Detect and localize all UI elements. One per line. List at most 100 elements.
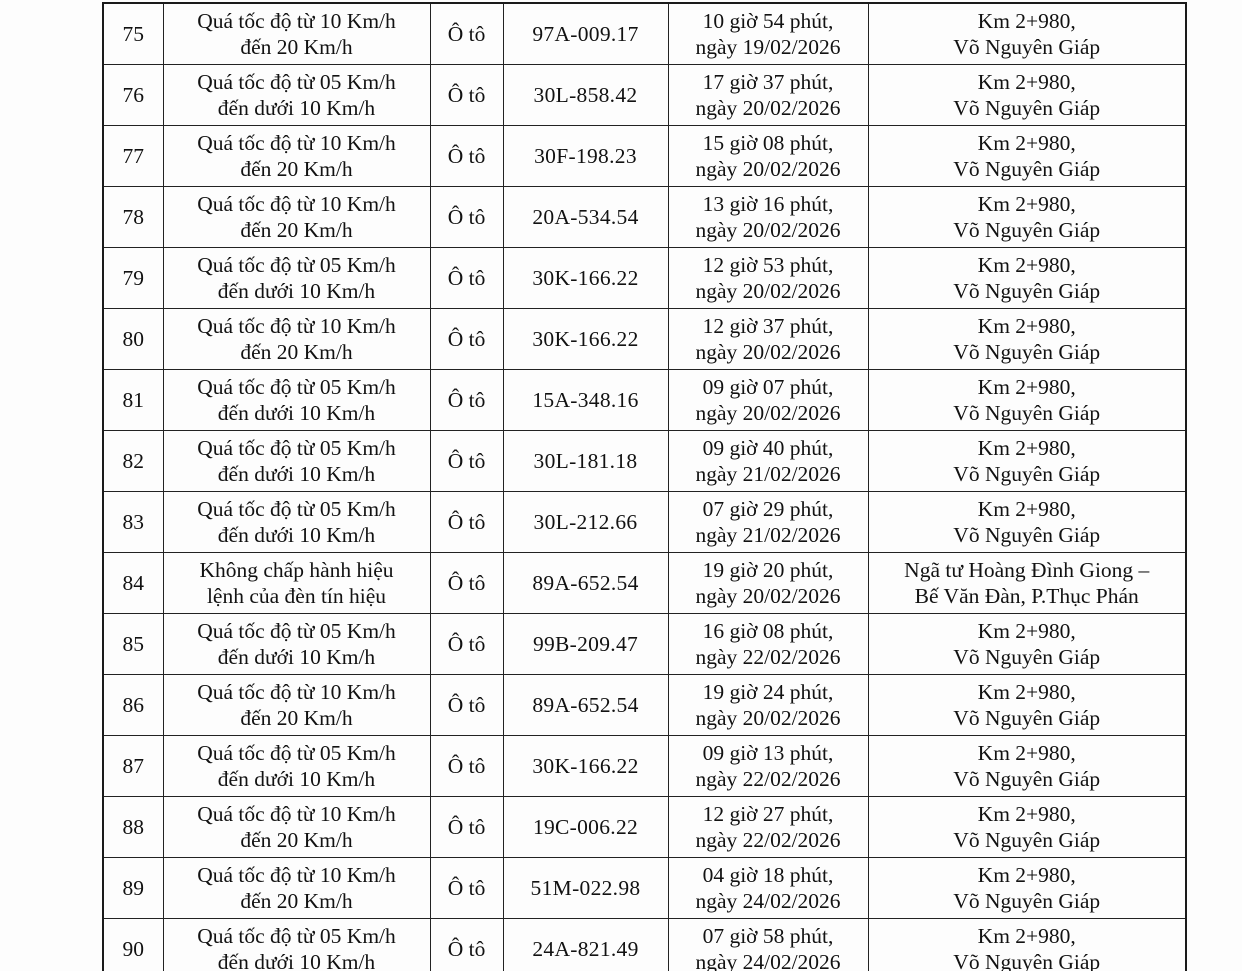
cell-violation-time: 12 giờ 37 phút, ngày 20/02/2026 xyxy=(667,308,869,370)
cell-license-plate: 30L-212.66 xyxy=(502,491,669,553)
cell-violation-location: Km 2+980, Võ Nguyên Giáp xyxy=(867,491,1187,553)
cell-index-number: 81 xyxy=(102,369,164,431)
cell-vehicle-type: Ô tô xyxy=(429,186,504,248)
table-row: 86 Quá tốc độ từ 10 Km/h đến 20 Km/h Ô t… xyxy=(102,674,1187,736)
cell-violation-description: Quá tốc độ từ 05 Km/h đến dưới 10 Km/h xyxy=(162,735,431,797)
table-row: 83 Quá tốc độ từ 05 Km/h đến dưới 10 Km/… xyxy=(102,491,1187,553)
cell-index-number: 77 xyxy=(102,125,164,187)
cell-violation-time: 16 giờ 08 phút, ngày 22/02/2026 xyxy=(667,613,869,675)
cell-license-plate: 30F-198.23 xyxy=(502,125,669,187)
cell-vehicle-type: Ô tô xyxy=(429,64,504,126)
cell-violation-location: Km 2+980, Võ Nguyên Giáp xyxy=(867,735,1187,797)
cell-violation-description: Quá tốc độ từ 05 Km/h đến dưới 10 Km/h xyxy=(162,247,431,309)
cell-violation-description: Quá tốc độ từ 10 Km/h đến 20 Km/h xyxy=(162,125,431,187)
cell-violation-location: Km 2+980, Võ Nguyên Giáp xyxy=(867,430,1187,492)
table-row: 82 Quá tốc độ từ 05 Km/h đến dưới 10 Km/… xyxy=(102,430,1187,492)
cell-vehicle-type: Ô tô xyxy=(429,552,504,614)
cell-vehicle-type: Ô tô xyxy=(429,491,504,553)
cell-violation-description: Quá tốc độ từ 05 Km/h đến dưới 10 Km/h xyxy=(162,369,431,431)
cell-license-plate: 89A-652.54 xyxy=(502,674,669,736)
cell-index-number: 79 xyxy=(102,247,164,309)
cell-vehicle-type: Ô tô xyxy=(429,430,504,492)
table-row: 84 Không chấp hành hiệu lệnh của đèn tín… xyxy=(102,552,1187,614)
cell-violation-time: 12 giờ 27 phút, ngày 22/02/2026 xyxy=(667,796,869,858)
cell-violation-time: 10 giờ 54 phút, ngày 19/02/2026 xyxy=(667,2,869,65)
table-row: 77 Quá tốc độ từ 10 Km/h đến 20 Km/h Ô t… xyxy=(102,125,1187,187)
cell-violation-location: Km 2+980, Võ Nguyên Giáp xyxy=(867,125,1187,187)
cell-vehicle-type: Ô tô xyxy=(429,857,504,919)
table-row: 85 Quá tốc độ từ 05 Km/h đến dưới 10 Km/… xyxy=(102,613,1187,675)
table-row: 88 Quá tốc độ từ 10 Km/h đến 20 Km/h Ô t… xyxy=(102,796,1187,858)
cell-violation-description: Quá tốc độ từ 05 Km/h đến dưới 10 Km/h xyxy=(162,918,431,971)
cell-violation-time: 07 giờ 58 phút, ngày 24/02/2026 xyxy=(667,918,869,971)
cell-violation-description: Quá tốc độ từ 10 Km/h đến 20 Km/h xyxy=(162,674,431,736)
table-row: 87 Quá tốc độ từ 05 Km/h đến dưới 10 Km/… xyxy=(102,735,1187,797)
table-row: 90 Quá tốc độ từ 05 Km/h đến dưới 10 Km/… xyxy=(102,918,1187,971)
cell-index-number: 84 xyxy=(102,552,164,614)
table-row: 76 Quá tốc độ từ 05 Km/h đến dưới 10 Km/… xyxy=(102,64,1187,126)
table-row: 79 Quá tốc độ từ 05 Km/h đến dưới 10 Km/… xyxy=(102,247,1187,309)
cell-violation-description: Quá tốc độ từ 10 Km/h đến 20 Km/h xyxy=(162,186,431,248)
cell-violation-location: Km 2+980, Võ Nguyên Giáp xyxy=(867,796,1187,858)
cell-violation-location: Km 2+980, Võ Nguyên Giáp xyxy=(867,186,1187,248)
cell-index-number: 85 xyxy=(102,613,164,675)
table-row: 80 Quá tốc độ từ 10 Km/h đến 20 Km/h Ô t… xyxy=(102,308,1187,370)
cell-violation-time: 09 giờ 40 phút, ngày 21/02/2026 xyxy=(667,430,869,492)
cell-vehicle-type: Ô tô xyxy=(429,308,504,370)
cell-violation-location: Km 2+980, Võ Nguyên Giáp xyxy=(867,613,1187,675)
cell-vehicle-type: Ô tô xyxy=(429,613,504,675)
cell-license-plate: 24A-821.49 xyxy=(502,918,669,971)
cell-license-plate: 15A-348.16 xyxy=(502,369,669,431)
table-row: 89 Quá tốc độ từ 10 Km/h đến 20 Km/h Ô t… xyxy=(102,857,1187,919)
cell-license-plate: 97A-009.17 xyxy=(502,2,669,65)
cell-violation-time: 09 giờ 13 phút, ngày 22/02/2026 xyxy=(667,735,869,797)
cell-license-plate: 51M-022.98 xyxy=(502,857,669,919)
cell-vehicle-type: Ô tô xyxy=(429,918,504,971)
cell-violation-time: 19 giờ 20 phút, ngày 20/02/2026 xyxy=(667,552,869,614)
cell-index-number: 82 xyxy=(102,430,164,492)
cell-violation-description: Quá tốc độ từ 05 Km/h đến dưới 10 Km/h xyxy=(162,64,431,126)
violation-table: 75 Quá tốc độ từ 10 Km/h đến 20 Km/h Ô t… xyxy=(102,2,1187,971)
table-row: 81 Quá tốc độ từ 05 Km/h đến dưới 10 Km/… xyxy=(102,369,1187,431)
cell-index-number: 86 xyxy=(102,674,164,736)
cell-index-number: 76 xyxy=(102,64,164,126)
violation-table-body: 75 Quá tốc độ từ 10 Km/h đến 20 Km/h Ô t… xyxy=(102,2,1187,971)
cell-index-number: 87 xyxy=(102,735,164,797)
cell-violation-description: Quá tốc độ từ 10 Km/h đến 20 Km/h xyxy=(162,857,431,919)
cell-violation-location: Ngã tư Hoàng Đình Giong – Bế Văn Đàn, P.… xyxy=(867,552,1187,614)
cell-license-plate: 19C-006.22 xyxy=(502,796,669,858)
cell-violation-time: 04 giờ 18 phút, ngày 24/02/2026 xyxy=(667,857,869,919)
cell-vehicle-type: Ô tô xyxy=(429,125,504,187)
cell-license-plate: 30K-166.22 xyxy=(502,308,669,370)
cell-license-plate: 20A-534.54 xyxy=(502,186,669,248)
cell-index-number: 90 xyxy=(102,918,164,971)
cell-violation-location: Km 2+980, Võ Nguyên Giáp xyxy=(867,64,1187,126)
cell-vehicle-type: Ô tô xyxy=(429,735,504,797)
cell-index-number: 88 xyxy=(102,796,164,858)
cell-violation-location: Km 2+980, Võ Nguyên Giáp xyxy=(867,308,1187,370)
table-row: 75 Quá tốc độ từ 10 Km/h đến 20 Km/h Ô t… xyxy=(102,2,1187,65)
cell-license-plate: 89A-652.54 xyxy=(502,552,669,614)
cell-violation-description: Không chấp hành hiệu lệnh của đèn tín hi… xyxy=(162,552,431,614)
cell-index-number: 78 xyxy=(102,186,164,248)
cell-vehicle-type: Ô tô xyxy=(429,796,504,858)
cell-violation-description: Quá tốc độ từ 10 Km/h đến 20 Km/h xyxy=(162,308,431,370)
cell-violation-location: Km 2+980, Võ Nguyên Giáp xyxy=(867,2,1187,65)
cell-license-plate: 30L-181.18 xyxy=(502,430,669,492)
table-row: 78 Quá tốc độ từ 10 Km/h đến 20 Km/h Ô t… xyxy=(102,186,1187,248)
cell-violation-description: Quá tốc độ từ 10 Km/h đến 20 Km/h xyxy=(162,2,431,65)
cell-violation-description: Quá tốc độ từ 05 Km/h đến dưới 10 Km/h xyxy=(162,430,431,492)
cell-index-number: 83 xyxy=(102,491,164,553)
cell-index-number: 89 xyxy=(102,857,164,919)
cell-license-plate: 30L-858.42 xyxy=(502,64,669,126)
cell-violation-description: Quá tốc độ từ 05 Km/h đến dưới 10 Km/h xyxy=(162,491,431,553)
cell-vehicle-type: Ô tô xyxy=(429,674,504,736)
cell-violation-description: Quá tốc độ từ 10 Km/h đến 20 Km/h xyxy=(162,796,431,858)
cell-index-number: 80 xyxy=(102,308,164,370)
cell-violation-time: 17 giờ 37 phút, ngày 20/02/2026 xyxy=(667,64,869,126)
cell-vehicle-type: Ô tô xyxy=(429,2,504,65)
cell-violation-description: Quá tốc độ từ 05 Km/h đến dưới 10 Km/h xyxy=(162,613,431,675)
cell-violation-time: 12 giờ 53 phút, ngày 20/02/2026 xyxy=(667,247,869,309)
cell-violation-time: 09 giờ 07 phút, ngày 20/02/2026 xyxy=(667,369,869,431)
